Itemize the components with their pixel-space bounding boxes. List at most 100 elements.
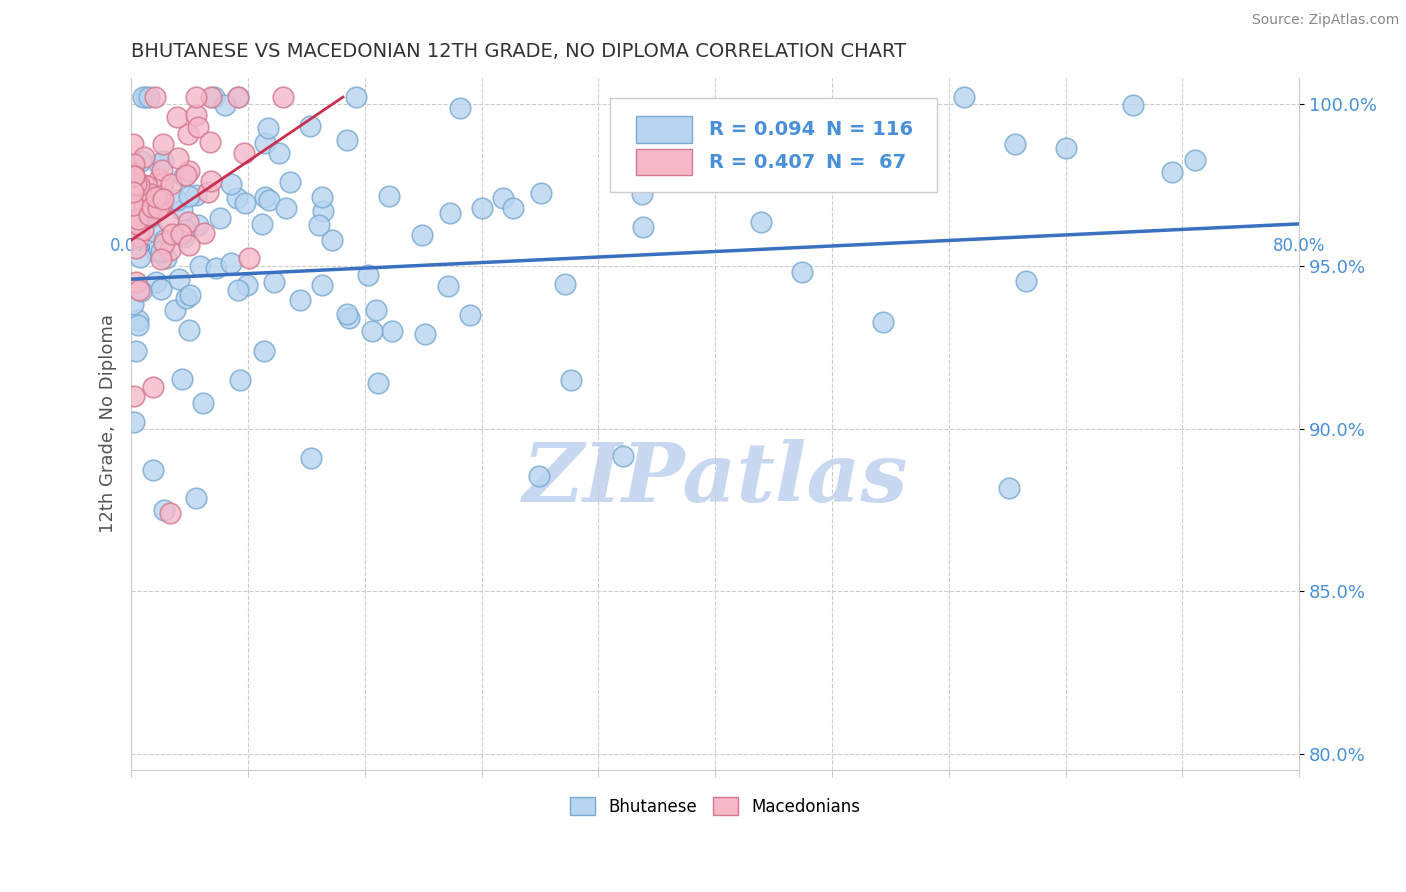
- Point: [174, 223, 197, 237]
- Point: [560, 373, 582, 387]
- Point: [198, 135, 221, 149]
- Point: [132, 223, 155, 237]
- Point: [145, 190, 167, 204]
- Point: [226, 284, 249, 298]
- Text: 0.0%: 0.0%: [110, 237, 152, 255]
- Point: [145, 275, 167, 289]
- Point: [139, 186, 162, 201]
- Point: [127, 211, 149, 226]
- Point: [184, 188, 207, 202]
- FancyBboxPatch shape: [610, 98, 938, 192]
- Point: [129, 250, 152, 264]
- Point: [124, 389, 146, 403]
- Point: [142, 224, 165, 238]
- Point: [121, 165, 143, 179]
- Point: [252, 217, 274, 231]
- Point: [336, 133, 359, 147]
- Point: [150, 162, 173, 177]
- Point: [364, 302, 387, 317]
- Point: [998, 482, 1021, 496]
- Point: [125, 241, 148, 255]
- Point: [188, 259, 211, 273]
- Point: [177, 189, 200, 203]
- Point: [157, 213, 180, 227]
- Point: [378, 189, 401, 203]
- Point: [159, 506, 181, 520]
- Point: [179, 238, 201, 252]
- Point: [173, 229, 195, 244]
- Point: [344, 90, 367, 104]
- Point: [238, 251, 260, 265]
- Point: [121, 297, 143, 311]
- Point: [321, 233, 343, 247]
- Point: [256, 121, 278, 136]
- Point: [630, 135, 652, 149]
- Legend: Bhutanese, Macedonians: Bhutanese, Macedonians: [561, 789, 869, 824]
- Point: [174, 168, 197, 182]
- Point: [278, 175, 301, 189]
- Point: [122, 157, 145, 171]
- Point: [288, 293, 311, 307]
- FancyBboxPatch shape: [636, 116, 692, 143]
- Point: [177, 127, 200, 141]
- Point: [437, 279, 460, 293]
- Point: [131, 185, 153, 199]
- Text: R = 0.094: R = 0.094: [710, 120, 815, 139]
- Point: [138, 90, 160, 104]
- Point: [150, 244, 173, 258]
- Point: [169, 272, 191, 286]
- Point: [152, 137, 174, 152]
- Point: [205, 261, 228, 276]
- Point: [128, 229, 150, 244]
- Point: [200, 173, 222, 187]
- Text: BHUTANESE VS MACEDONIAN 12TH GRADE, NO DIPLOMA CORRELATION CHART: BHUTANESE VS MACEDONIAN 12TH GRADE, NO D…: [131, 42, 907, 61]
- Point: [413, 326, 436, 341]
- Point: [149, 282, 172, 296]
- Point: [226, 90, 249, 104]
- Point: [232, 145, 254, 160]
- Point: [166, 151, 188, 165]
- Point: [122, 167, 145, 181]
- Point: [236, 277, 259, 292]
- Point: [186, 108, 208, 122]
- Point: [173, 169, 195, 184]
- Point: [202, 90, 225, 104]
- Point: [630, 186, 652, 201]
- Point: [152, 502, 174, 516]
- Point: [752, 158, 775, 172]
- Point: [502, 201, 524, 215]
- Point: [471, 201, 494, 215]
- Point: [125, 178, 148, 192]
- Point: [263, 275, 285, 289]
- Point: [149, 245, 172, 260]
- Point: [134, 197, 156, 211]
- Point: [253, 343, 276, 358]
- Point: [209, 211, 232, 225]
- Point: [193, 227, 215, 241]
- Point: [152, 176, 174, 190]
- Point: [170, 202, 193, 217]
- Point: [122, 137, 145, 152]
- Point: [129, 285, 152, 299]
- Point: [136, 178, 159, 193]
- Point: [170, 227, 193, 242]
- Point: [200, 90, 222, 104]
- Point: [149, 188, 172, 202]
- Point: [197, 186, 219, 200]
- Point: [124, 169, 146, 184]
- Point: [122, 169, 145, 183]
- Point: [868, 104, 890, 119]
- Point: [145, 90, 167, 104]
- Point: [132, 178, 155, 193]
- Point: [141, 200, 163, 214]
- Point: [735, 128, 758, 142]
- Point: [554, 277, 576, 291]
- Point: [312, 204, 335, 219]
- Point: [125, 215, 148, 229]
- Point: [152, 192, 174, 206]
- Point: [361, 324, 384, 338]
- Point: [128, 283, 150, 297]
- Point: [299, 451, 322, 466]
- Point: [170, 372, 193, 386]
- Point: [159, 244, 181, 258]
